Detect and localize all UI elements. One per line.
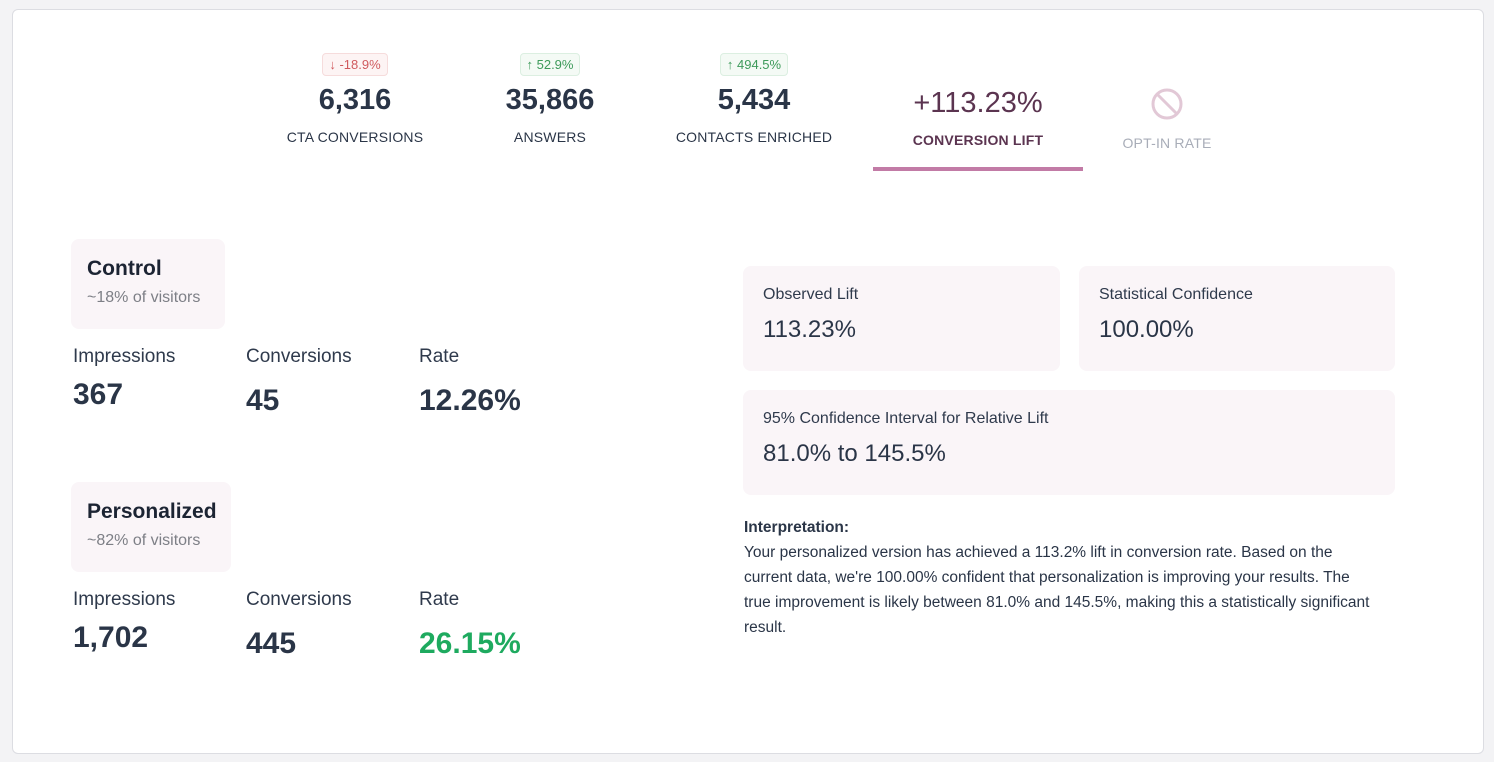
stat-label: Rate xyxy=(419,346,460,367)
kpi-conversion-lift[interactable]: +113.23% CONVERSION LIFT xyxy=(873,79,1083,148)
box-label: Statistical Confidence xyxy=(1099,286,1253,303)
change-badge: ↓ -18.9% xyxy=(322,53,388,76)
control-group-header: Control ~18% of visitors xyxy=(71,239,225,329)
stat-value: 45 xyxy=(246,384,280,417)
kpi-value: 6,316 xyxy=(318,84,392,116)
control-conversions: Conversions 45 xyxy=(246,346,352,418)
stat-value: 445 xyxy=(246,627,297,660)
personalized-conversions: Conversions 445 xyxy=(246,589,352,661)
box-label: Observed Lift xyxy=(763,286,859,303)
box-value: 81.0% to 145.5% xyxy=(763,440,946,467)
interpretation-title: Interpretation: xyxy=(744,519,850,536)
kpi-opt-in-rate[interactable]: OPT-IN RATE xyxy=(1107,86,1227,151)
stat-label: Impressions xyxy=(73,346,176,367)
observed-lift-box: Observed Lift 113.23% xyxy=(743,266,1060,371)
stat-value: 26.15% xyxy=(419,627,521,660)
group-subtitle: ~18% of visitors xyxy=(87,289,201,306)
personalized-group-header: Personalized ~82% of visitors xyxy=(71,482,231,572)
group-title: Control xyxy=(87,257,162,280)
interpretation-text: Your personalized version has achieved a… xyxy=(744,544,1370,636)
stat-value: 1,702 xyxy=(73,621,149,654)
kpi-label: OPT-IN RATE xyxy=(1122,135,1212,151)
personalized-rate: Rate 26.15% xyxy=(419,589,521,661)
change-badge: ↑ 52.9% xyxy=(519,53,581,76)
active-tab-indicator xyxy=(873,167,1083,171)
stat-value: 12.26% xyxy=(419,384,521,417)
kpi-cta-conversions[interactable]: ↓ -18.9% 6,316 CTA CONVERSIONS xyxy=(275,53,435,145)
group-title: Personalized xyxy=(87,500,217,523)
box-label: 95% Confidence Interval for Relative Lif… xyxy=(763,410,1049,427)
box-value: 113.23% xyxy=(763,316,856,343)
kpi-label: CONTACTS ENRICHED xyxy=(675,129,833,145)
kpi-label: ANSWERS xyxy=(513,129,587,145)
kpi-label: CTA CONVERSIONS xyxy=(286,129,424,145)
stat-label: Impressions xyxy=(73,589,176,610)
confidence-interval-box: 95% Confidence Interval for Relative Lif… xyxy=(743,390,1395,495)
group-subtitle: ~82% of visitors xyxy=(87,532,201,549)
kpi-value: 5,434 xyxy=(717,84,791,116)
stat-label: Conversions xyxy=(246,346,352,367)
kpi-value: 35,866 xyxy=(505,84,595,116)
change-badge: ↑ 494.5% xyxy=(719,53,789,76)
box-value: 100.00% xyxy=(1099,316,1194,343)
stat-value: 367 xyxy=(73,378,124,411)
personalized-impressions: Impressions 1,702 xyxy=(73,589,175,655)
control-rate: Rate 12.26% xyxy=(419,346,521,418)
kpi-label: CONVERSION LIFT xyxy=(912,132,1044,148)
stat-label: Conversions xyxy=(246,589,352,610)
ab-test-card: ↓ -18.9% 6,316 CTA CONVERSIONS ↑ 52.9% 3… xyxy=(12,9,1484,754)
stat-label: Rate xyxy=(419,589,460,610)
statistical-confidence-box: Statistical Confidence 100.00% xyxy=(1079,266,1395,371)
disabled-icon xyxy=(1151,88,1183,120)
control-impressions: Impressions 367 xyxy=(73,346,175,412)
kpi-contacts-enriched[interactable]: ↑ 494.5% 5,434 CONTACTS ENRICHED xyxy=(664,53,844,145)
kpi-value: +113.23% xyxy=(913,87,1043,119)
kpi-answers[interactable]: ↑ 52.9% 35,866 ANSWERS xyxy=(480,53,620,145)
interpretation: Interpretation: Your personalized versio… xyxy=(744,515,1374,640)
